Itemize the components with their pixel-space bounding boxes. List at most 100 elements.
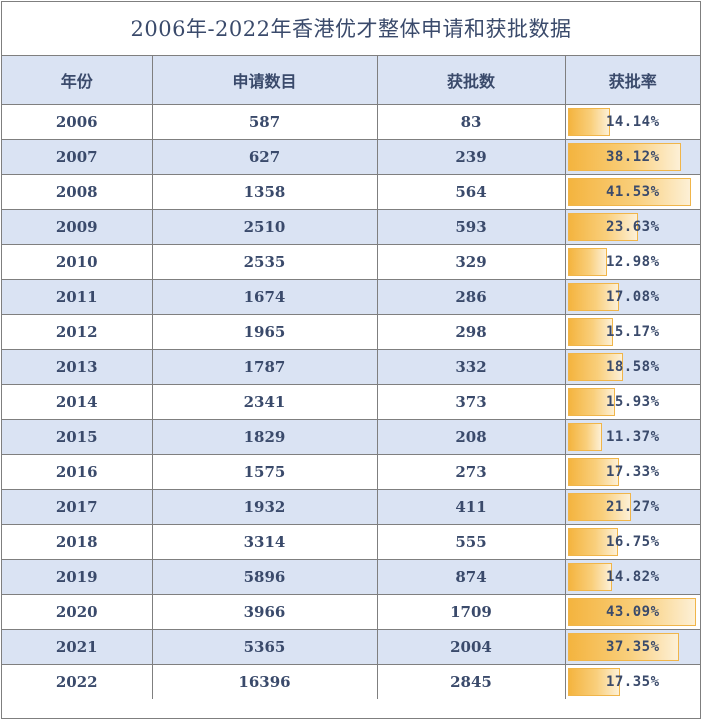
cell-applications: 1965 — [151, 313, 378, 350]
cell-approval-rate: 14.82% — [564, 558, 700, 595]
cell-approval-rate: 43.09% — [564, 593, 700, 630]
cell-approval-rate: 17.08% — [564, 278, 700, 315]
cell-year: 2021 — [2, 628, 153, 665]
cell-approval-rate: 15.17% — [564, 313, 700, 350]
rate-data-bar — [567, 177, 691, 206]
cell-approved: 273 — [376, 453, 566, 490]
rate-data-bar — [567, 632, 679, 661]
cell-approved: 593 — [376, 208, 566, 245]
rate-label: 17.33% — [605, 463, 660, 480]
rate-label: 38.12% — [605, 148, 660, 165]
cell-approved: 83 — [376, 103, 566, 140]
cell-applications: 2535 — [151, 243, 378, 280]
cell-approved: 2845 — [376, 663, 566, 699]
cell-year: 2007 — [2, 138, 153, 175]
rate-data-bar — [567, 317, 613, 346]
rate-label: 17.08% — [605, 288, 660, 305]
cell-year: 2019 — [2, 558, 153, 595]
rate-data-bar — [567, 107, 610, 136]
cell-year: 2017 — [2, 488, 153, 525]
table-row: 2009 2510 593 23.63% — [2, 208, 700, 245]
cell-year: 2022 — [2, 663, 153, 699]
cell-year: 2010 — [2, 243, 153, 280]
cell-approved: 555 — [376, 523, 566, 560]
cell-approved: 329 — [376, 243, 566, 280]
rate-data-bar — [567, 282, 619, 311]
cell-approval-rate: 14.14% — [564, 103, 700, 140]
rate-label: 11.37% — [605, 428, 660, 445]
table-row: 2015 1829 208 11.37% — [2, 418, 700, 455]
cell-approval-rate: 16.75% — [564, 523, 700, 560]
rate-label: 21.27% — [605, 498, 660, 515]
table-row: 2021 5365 2004 37.35% — [2, 628, 700, 665]
table-row: 2007 627 239 38.12% — [2, 138, 700, 175]
rate-label: 16.75% — [605, 533, 660, 550]
rate-label: 37.35% — [605, 638, 660, 655]
cell-approval-rate: 21.27% — [564, 488, 700, 525]
cell-approved: 411 — [376, 488, 566, 525]
rate-label: 41.53% — [605, 183, 660, 200]
cell-applications: 16396 — [151, 663, 378, 699]
rate-data-bar — [567, 562, 612, 591]
rate-data-bar — [567, 422, 602, 451]
cell-approval-rate: 17.35% — [564, 663, 700, 699]
cell-approved: 208 — [376, 418, 566, 455]
rate-label: 12.98% — [605, 253, 660, 270]
cell-approved: 564 — [376, 173, 566, 210]
cell-year: 2009 — [2, 208, 153, 245]
cell-year: 2013 — [2, 348, 153, 385]
table-title: 2006年-2022年香港优才整体申请和获批数据 — [2, 2, 700, 56]
cell-approved: 1709 — [376, 593, 566, 630]
cell-applications: 1932 — [151, 488, 378, 525]
rate-label: 15.93% — [605, 393, 660, 410]
table-row: 2016 1575 273 17.33% — [2, 453, 700, 490]
cell-applications: 1787 — [151, 348, 378, 385]
cell-applications: 5365 — [151, 628, 378, 665]
column-header-year: 年份 — [2, 56, 153, 105]
cell-applications: 627 — [151, 138, 378, 175]
rate-label: 23.63% — [605, 218, 660, 235]
cell-approved: 874 — [376, 558, 566, 595]
cell-year: 2020 — [2, 593, 153, 630]
approval-data-table: 年份 申请数目 获批数 获批率 2006 587 83 14.14% 2007 627 23… — [2, 56, 700, 699]
cell-year: 2016 — [2, 453, 153, 490]
column-header-applications: 申请数目 — [151, 56, 378, 105]
cell-approval-rate: 17.33% — [564, 453, 700, 490]
rate-data-bar — [567, 527, 618, 556]
cell-approval-rate: 15.93% — [564, 383, 700, 420]
rate-data-bar — [567, 597, 696, 626]
rate-label: 43.09% — [605, 603, 660, 620]
cell-approval-rate: 38.12% — [564, 138, 700, 175]
rate-data-bar — [567, 142, 681, 171]
cell-approved: 298 — [376, 313, 566, 350]
table-body: 2006 587 83 14.14% 2007 627 239 38.12% 2008 1358 5… — [2, 103, 700, 699]
cell-applications: 2341 — [151, 383, 378, 420]
cell-applications: 2510 — [151, 208, 378, 245]
column-header-approval-rate: 获批率 — [564, 56, 700, 105]
cell-approval-rate: 11.37% — [564, 418, 700, 455]
table-row: 2018 3314 555 16.75% — [2, 523, 700, 560]
rate-label: 15.17% — [605, 323, 660, 340]
cell-year: 2018 — [2, 523, 153, 560]
cell-approval-rate: 18.58% — [564, 348, 700, 385]
rate-data-bar — [567, 667, 620, 696]
cell-approval-rate: 23.63% — [564, 208, 700, 245]
cell-year: 2008 — [2, 173, 153, 210]
cell-applications: 1358 — [151, 173, 378, 210]
cell-applications: 587 — [151, 103, 378, 140]
rate-data-bar — [567, 212, 638, 241]
table-row: 2022 16396 2845 17.35% — [2, 663, 700, 699]
rate-data-bar — [567, 247, 607, 276]
rate-label: 14.82% — [605, 568, 660, 585]
table-row: 2012 1965 298 15.17% — [2, 313, 700, 350]
cell-approved: 332 — [376, 348, 566, 385]
table-row: 2020 3966 1709 43.09% — [2, 593, 700, 630]
cell-year: 2006 — [2, 103, 153, 140]
table-row: 2008 1358 564 41.53% — [2, 173, 700, 210]
cell-applications: 1674 — [151, 278, 378, 315]
cell-applications: 3314 — [151, 523, 378, 560]
cell-approval-rate: 37.35% — [564, 628, 700, 665]
cell-approved: 286 — [376, 278, 566, 315]
table-row: 2006 587 83 14.14% — [2, 103, 700, 140]
